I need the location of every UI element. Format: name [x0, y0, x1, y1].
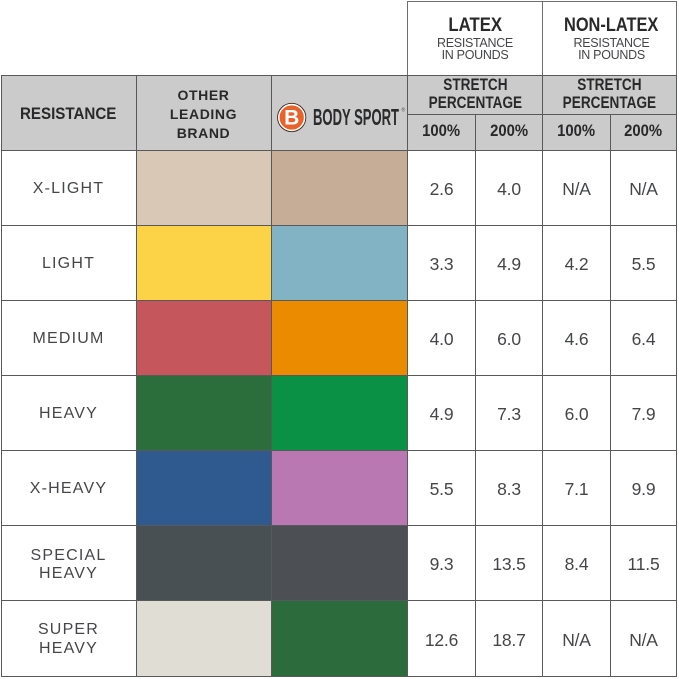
svg-text:BODY SPORT: BODY SPORT [313, 104, 399, 130]
svg-text:B: B [284, 106, 299, 129]
svg-text:®: ® [402, 107, 406, 114]
